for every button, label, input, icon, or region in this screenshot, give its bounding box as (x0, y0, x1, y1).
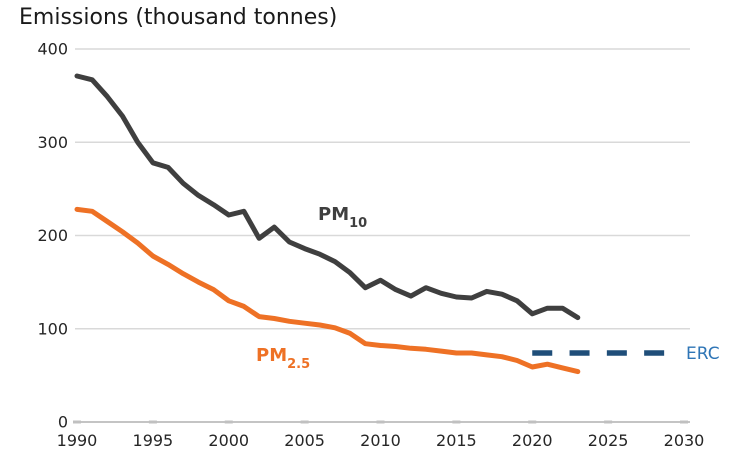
x-tick-label: 1990 (57, 431, 98, 450)
x-tick-label: 2030 (664, 431, 705, 450)
pm10-label-subscript: 10 (349, 215, 368, 231)
x-tick (376, 420, 385, 424)
pm25-series-label: PM2.5 (256, 345, 311, 372)
y-tick-label: 400 (37, 40, 68, 59)
pm25-label-text: PM (256, 345, 288, 366)
x-tick (604, 420, 613, 424)
pm10-label-text: PM (318, 204, 350, 225)
chart-title: Emissions (thousand tonnes) (19, 5, 338, 30)
x-tick-label: 2020 (512, 431, 553, 450)
pm10-line (74, 73, 581, 321)
y-tick-label: 100 (37, 319, 68, 338)
pm25-line (74, 206, 581, 375)
x-tick-label: 2015 (436, 431, 477, 450)
erc-line-label: ERC (686, 344, 720, 364)
pm25-label-subscript: 2.5 (287, 356, 311, 372)
x-tick (680, 420, 688, 424)
x-tick-label: 2005 (284, 431, 325, 450)
x-tick-label: 2025 (588, 431, 629, 450)
x-tick (452, 420, 461, 424)
x-tick-label: 2000 (208, 431, 249, 450)
x-tick-label: 1995 (133, 431, 174, 450)
x-tick (148, 420, 157, 424)
x-tick (224, 420, 233, 424)
y-tick-label: 0 (58, 413, 68, 432)
x-tick (528, 420, 537, 424)
y-tick-label: 200 (37, 226, 68, 245)
x-tick-label: 2010 (360, 431, 401, 450)
x-tick (73, 420, 81, 424)
x-tick (300, 420, 309, 424)
y-tick-label: 300 (37, 133, 68, 152)
pm10-series-label: PM10 (318, 204, 368, 231)
